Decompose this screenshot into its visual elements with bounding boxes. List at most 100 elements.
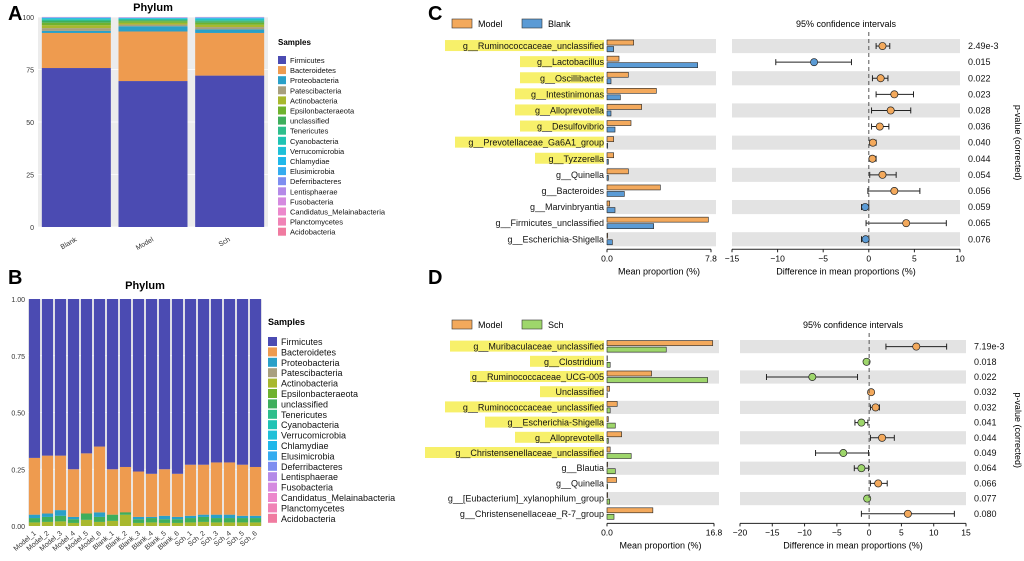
legend-label-a: Model [478,320,503,330]
bar-segment-patescibacteria [195,27,265,30]
y-tick-label: 0.00 [11,524,25,531]
row-band [607,232,716,247]
bar-segment [184,515,197,519]
legend-label: Tenericutes [281,410,328,420]
legend-label-b: Blank [548,19,571,29]
bar-blank [606,46,614,52]
feature-label: g__Escherichia-Shigella [507,418,604,428]
x-tick-label: 5 [899,527,904,537]
feature-label: Unclassified [555,387,604,397]
bar-segment [145,522,158,526]
feature-label: g__Tyzzerella [548,154,604,164]
bar-segment-patescibacteria [41,28,111,31]
bar-segment [93,516,106,522]
ci-point [861,203,870,211]
legend-label: Proteobacteria [281,358,340,368]
bar-segment [67,516,80,520]
row-band [740,492,966,506]
feature-label: g__Christensenellaceae_R-7_group [460,509,604,519]
y-tick-label: 1.00 [11,297,25,304]
legend-label: Fusobacteria [290,197,334,206]
label-highlight [515,104,604,116]
ci-header: 95% confidence intervals [803,320,904,330]
bar-model [606,340,714,346]
bar-segment [171,473,184,517]
label-highlight [445,40,604,52]
bar-blank [606,94,621,101]
bar-segment-firmicutes [195,75,265,227]
row-band [740,431,966,445]
y-tick-label: 0 [30,225,34,232]
x-tick-label: 10 [955,253,965,263]
bar-segment [249,515,262,519]
bar-segment [28,518,41,523]
bar-blank [606,126,616,133]
legend-label: Planctomycetes [290,218,343,227]
panel-b: Phylum0.000.250.500.751.00Model_1Model_2… [11,280,395,553]
feature-label: g__Alloprevotella [535,433,604,443]
legend-swatch [268,441,277,450]
p-value: 2.49e-3 [968,41,999,51]
legend-swatch [268,461,277,471]
bar-model [606,55,620,62]
label-highlight [515,88,604,100]
legend-label: Bacteroidetes [281,347,337,357]
legend-swatch [268,482,277,492]
x-tick-label: 16.8 [706,527,723,537]
label-highlight [445,401,604,413]
ci-point [839,449,848,457]
bar-segment [249,466,262,516]
legend-label: Firmicutes [281,337,323,347]
ci-point [876,74,885,83]
bar-model [606,120,632,126]
x-axis-title-left: Mean proportion (%) [618,266,700,276]
p-value: 0.041 [974,418,997,428]
x-tick-label: −5 [818,253,828,263]
bar-segment [197,299,210,465]
y-tick-label: 50 [26,120,34,127]
bar-segment [197,521,210,526]
bar-blank [606,223,654,229]
legend-label: Verrucomicrobia [281,431,346,441]
bar-model [606,446,611,453]
feature-label: g__Ruminococcaceae_unclassified [463,402,604,412]
legend-label: Cyanobacteria [290,137,339,146]
bar-segment [54,455,67,511]
legend-swatch [278,207,286,216]
legend-label: Actinobacteria [281,379,338,389]
bar-segment [106,469,119,515]
row-band [740,400,966,414]
x-tick-label: 5 [912,253,917,263]
feature-label: g__Alloprevotella [535,105,604,115]
legend-label: Elusimicrobia [281,451,335,461]
ci-point [890,186,899,195]
bar-model [606,71,629,78]
ci-point [861,235,870,244]
bar-segment [28,299,41,458]
feature-label: g__Desulfovibrio [537,122,604,132]
bar-model [606,507,654,514]
ci-point [875,122,884,131]
legend-swatch [268,357,277,367]
panel-a: Phylum 0 25 50 75 100 Blank Model Sch Samples Firm… [22,2,386,252]
y-tick-label: 0.75 [11,354,25,361]
bar-segment-bacteroidetes [41,32,111,69]
x-tick-label: −15 [725,253,740,263]
bar-segment [67,299,80,470]
bar-segment-verrucomicrobia [41,18,111,20]
bar-segment [119,299,132,467]
p-value: 0.032 [974,387,997,397]
bar-model [606,104,642,110]
legend-swatch [268,399,277,409]
bar-segment [223,518,236,523]
bar-model [606,401,618,407]
bar-sch [606,361,611,368]
ci-point [810,58,819,67]
legend-swatch [268,409,277,419]
p-value: 0.076 [968,234,991,244]
legend-label: Patescibacteria [281,368,343,378]
y-tick-label: 100 [22,15,34,22]
panel-c: Model Blank 95% confidence intervals g__Rum… [445,18,1023,276]
x-tick-label: 15 [961,527,971,537]
label-highlight [485,416,604,428]
